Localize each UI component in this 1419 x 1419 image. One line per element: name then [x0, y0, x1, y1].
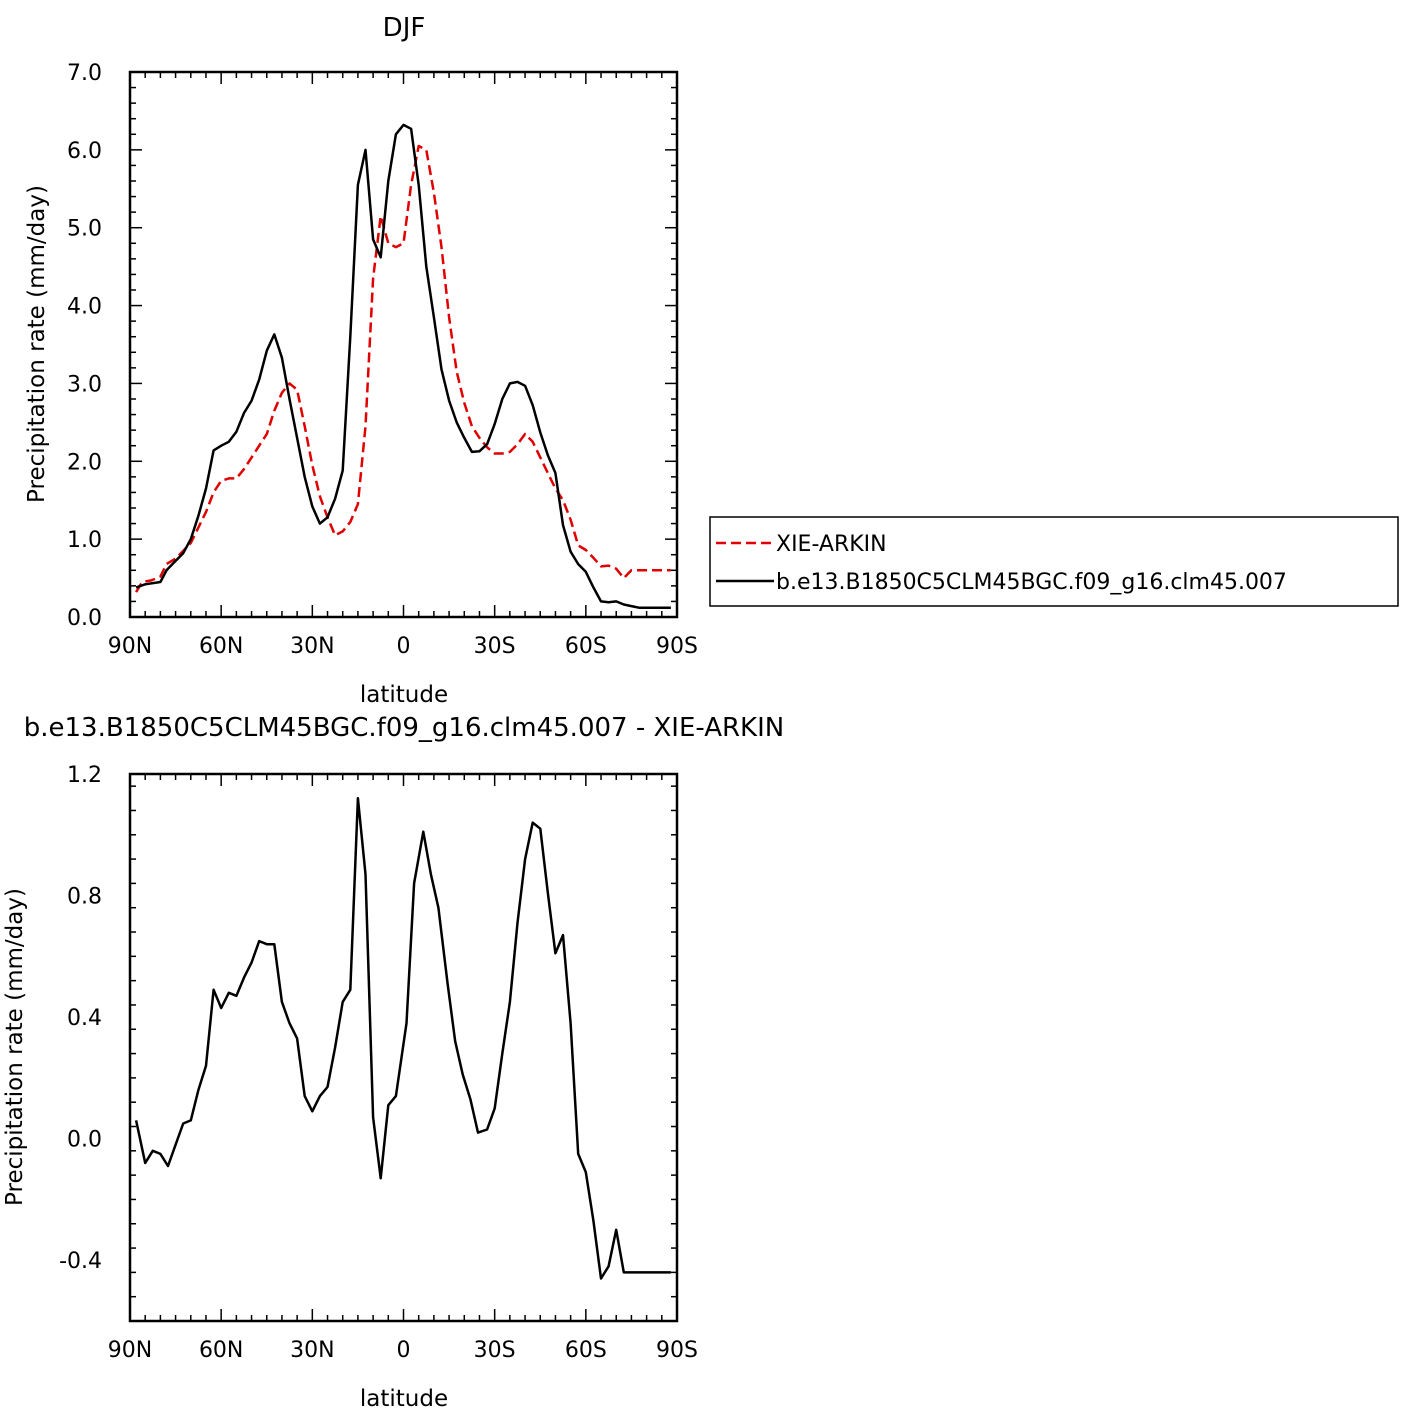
top-x-axis-title: latitude	[360, 682, 448, 708]
bottom-y-tick-label: 0.8	[67, 885, 102, 910]
legend-label-xie-arkin: XIE-ARKIN	[776, 532, 887, 557]
bottom-y-axis: -0.4 0.0 0.4 0.8 1.2	[59, 763, 677, 1322]
top-y-axis: 0.0 1.0 2.0 3.0 4.0 5.0 6.0 7.0	[67, 61, 677, 631]
bottom-series-line-0	[134, 797, 671, 1280]
bottom-y-tick-label: -0.4	[59, 1249, 102, 1274]
bottom-x-tick-label: 0	[397, 1338, 411, 1363]
bottom-series-layer	[134, 797, 671, 1280]
top-y-tick-label: 1.0	[67, 528, 102, 553]
top-y-tick-label: 7.0	[67, 61, 102, 86]
legend: XIE-ARKIN b.e13.B1850C5CLM45BGC.f09_g16.…	[709, 516, 1399, 607]
bottom-chart-title: b.e13.B1850C5CLM45BGC.f09_g16.clm45.007 …	[24, 713, 784, 743]
top-series-line-b-e13-b1850c5clm45bgc-f09-g16-clm45-007	[135, 123, 671, 609]
top-y-axis-title: Precipitation rate (mm/day)	[24, 185, 50, 503]
top-y-tick-label: 5.0	[67, 217, 102, 242]
bottom-x-axis: 90N 60N 30N 0 30S 60S 90S	[108, 774, 698, 1363]
top-y-tick-label: 4.0	[67, 295, 102, 320]
top-x-tick-label: 0	[397, 634, 411, 659]
top-y-tick-label: 6.0	[67, 139, 102, 164]
top-x-tick-label: 90N	[108, 634, 152, 659]
bottom-x-axis-title: latitude	[360, 1386, 448, 1412]
bottom-x-tick-label: 90N	[108, 1338, 152, 1363]
legend-box	[709, 516, 1399, 607]
top-series-layer	[135, 123, 671, 609]
bottom-x-tick-label: 30N	[290, 1338, 334, 1363]
top-y-tick-label: 2.0	[67, 450, 102, 475]
top-x-axis: 90N 60N 30N 0 30S 60S 90S	[108, 72, 698, 659]
top-y-tick-label: 0.0	[67, 606, 102, 631]
top-x-tick-label: 60S	[565, 634, 607, 659]
legend-label-model: b.e13.B1850C5CLM45BGC.f09_g16.clm45.007	[776, 570, 1287, 595]
top-panel: DJF 90N 60N 30N 0 30S 60S 90S 0.0 1.0 2.0 3.0 4.0 5…	[24, 13, 698, 708]
bottom-y-tick-label: 1.2	[67, 763, 102, 788]
bottom-x-tick-label: 60N	[199, 1338, 243, 1363]
top-y-tick-label: 3.0	[67, 372, 102, 397]
top-x-tick-label: 30S	[474, 634, 516, 659]
top-x-tick-label: 90S	[656, 634, 698, 659]
top-series-line-xie-arkin	[135, 144, 671, 593]
bottom-plot-frame	[128, 772, 679, 1323]
bottom-y-tick-label: 0.4	[67, 1006, 102, 1031]
bottom-panel: b.e13.B1850C5CLM45BGC.f09_g16.clm45.007 …	[2, 713, 784, 1412]
top-chart-title: DJF	[383, 13, 426, 43]
bottom-y-axis-title: Precipitation rate (mm/day)	[2, 888, 28, 1206]
bottom-y-tick-label: 0.0	[67, 1128, 102, 1153]
bottom-x-tick-label: 30S	[474, 1338, 516, 1363]
bottom-x-tick-label: 60S	[565, 1338, 607, 1363]
top-plot-frame	[128, 70, 679, 619]
bottom-x-tick-label: 90S	[656, 1338, 698, 1363]
top-x-tick-label: 30N	[290, 634, 334, 659]
top-x-tick-label: 60N	[199, 634, 243, 659]
